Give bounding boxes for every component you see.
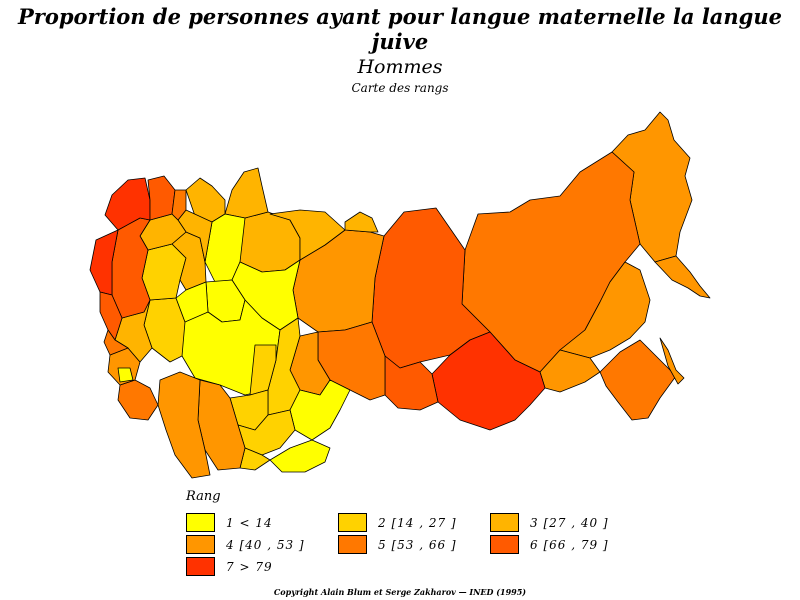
- map-caption: Carte des rangs: [351, 81, 449, 95]
- legend-swatch: [186, 557, 215, 576]
- legend-label: 5 [53 , 66 ]: [378, 538, 457, 552]
- legend-swatch: [490, 535, 519, 554]
- map-region: [269, 439, 331, 473]
- map-region: [659, 337, 685, 385]
- map-region: [269, 209, 346, 261]
- map-region: [224, 167, 269, 219]
- map-region: [117, 367, 134, 383]
- map-region: [249, 344, 277, 396]
- copyright-text: Copyright Alain Blum et Serge Zakharov —…: [273, 587, 527, 597]
- map-region: [147, 175, 176, 221]
- legend-label: 4 [40 , 53 ]: [226, 538, 305, 552]
- legend-swatch: [186, 535, 215, 554]
- map-region: [431, 331, 546, 431]
- map-region: [654, 255, 711, 299]
- legend-swatch: [186, 513, 215, 532]
- legend-label: 7 > 79: [226, 560, 273, 574]
- legend-label: 6 [66 , 79 ]: [530, 538, 609, 552]
- map-region: [141, 243, 187, 301]
- map-region: [599, 339, 677, 421]
- map-region: [117, 379, 159, 421]
- map-region: [143, 297, 186, 363]
- map-region: [171, 189, 187, 221]
- map-title: Proportion de personnes ayant pour langu…: [18, 4, 782, 54]
- map-subtitle: Hommes: [357, 56, 443, 78]
- legend-label: 2 [14 , 27 ]: [378, 516, 457, 530]
- legend-swatch: [338, 513, 367, 532]
- legend-label: 1 < 14: [226, 516, 273, 530]
- legend-label: 3 [27 , 40 ]: [530, 516, 609, 530]
- map-region: [157, 371, 211, 479]
- map-region: [344, 211, 379, 233]
- map-region: [384, 355, 439, 411]
- legend-swatch: [490, 513, 519, 532]
- map-region: [539, 349, 601, 393]
- map-region: [289, 379, 351, 441]
- legend-swatch: [338, 535, 367, 554]
- map-region: [175, 281, 209, 323]
- map-region: [103, 329, 129, 356]
- legend-title: Rang: [186, 489, 221, 504]
